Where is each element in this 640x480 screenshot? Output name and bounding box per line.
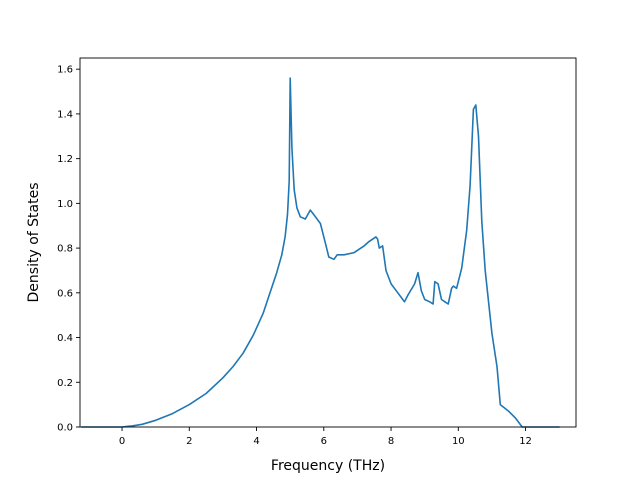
y-tick-label: 1.2: [57, 154, 73, 165]
plot-frame: [79, 57, 577, 428]
x-tick-label: 8: [388, 436, 394, 447]
x-tick-label: 2: [186, 436, 192, 447]
y-tick-label: 0.8: [57, 244, 73, 255]
y-tick-label: 0.2: [57, 378, 73, 389]
y-tick-label: 0.6: [57, 288, 73, 299]
y-tick-label: 0.4: [57, 333, 73, 344]
dos-curve: [80, 77, 561, 428]
y-axis-label: Density of States: [26, 183, 42, 303]
x-axis-label: Frequency (THz): [271, 458, 385, 474]
y-axis-ticks: 0.0 0.2 0.4 0.6 0.8 1.0 1.2 1.4 1.6: [57, 65, 80, 434]
y-tick-label: 1.0: [57, 199, 73, 210]
x-tick-label: 6: [321, 436, 327, 447]
x-tick-label: 10: [452, 436, 465, 447]
y-tick-label: 1.6: [57, 65, 73, 76]
x-tick-label: 0: [119, 436, 125, 447]
x-tick-label: 4: [253, 436, 259, 447]
plot-area: [80, 58, 576, 427]
y-tick-label: 0.0: [57, 423, 73, 434]
x-tick-label: 12: [519, 436, 532, 447]
y-tick-label: 1.4: [57, 109, 73, 120]
